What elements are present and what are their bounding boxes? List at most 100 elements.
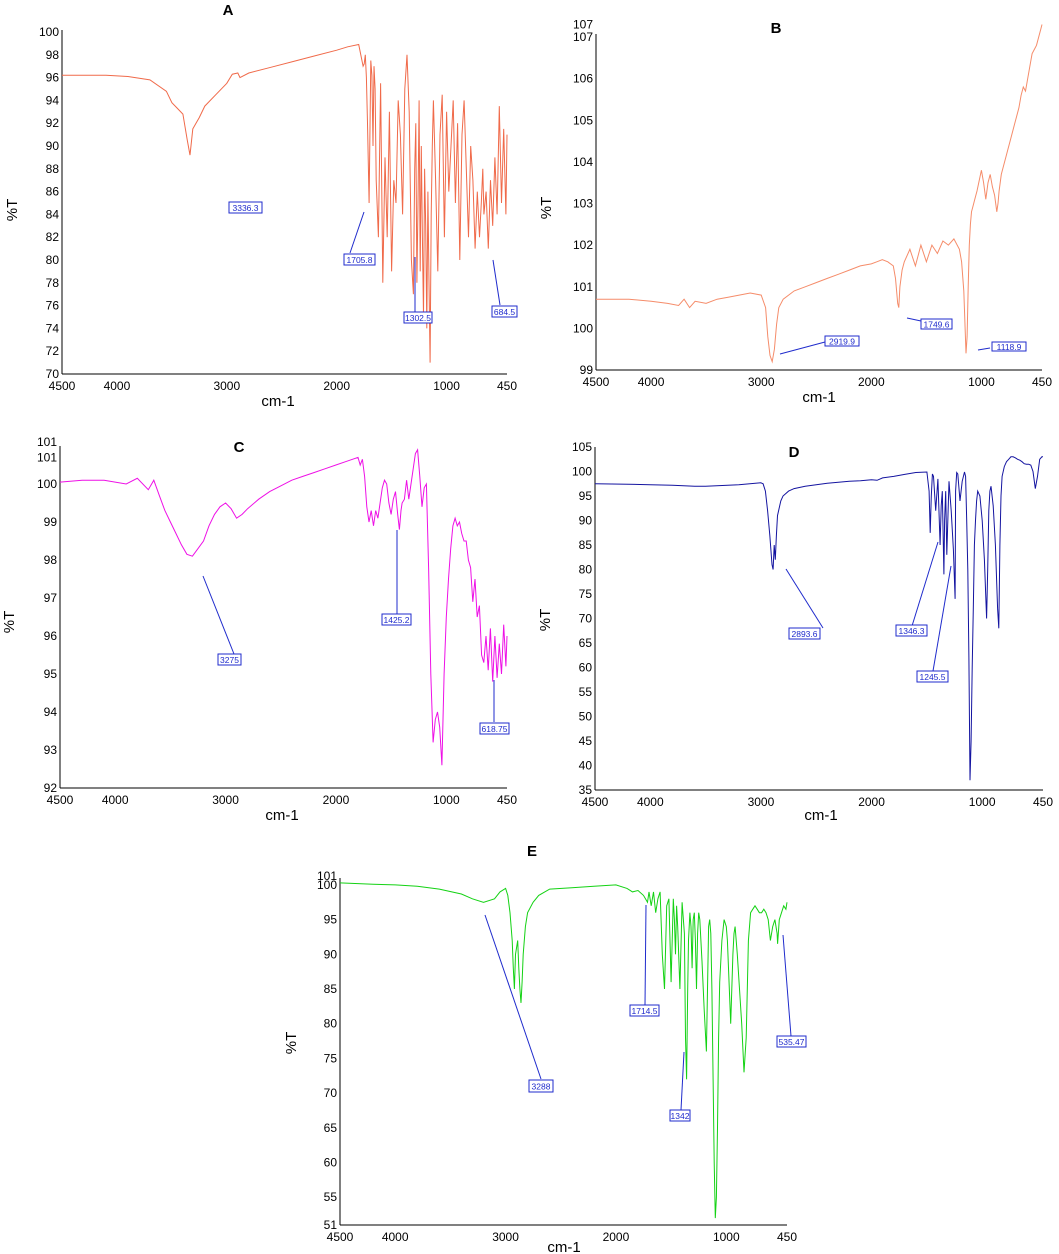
panel-a-y-tick-label: 94 [46, 93, 60, 107]
panel-e-annotation-leader [680, 1051, 685, 1111]
panel-b-y-tick-label: 99 [580, 363, 594, 377]
panel-a-y-axis-label: %T [4, 199, 21, 222]
panel-a-y-tick-label: 90 [46, 139, 60, 153]
panel-c-y-tick-label: 99 [44, 515, 58, 529]
panel-d-y-tick-label: 35 [579, 783, 593, 797]
panel-a-y-tick-label: 86 [46, 185, 60, 199]
panel-a-annotation-box [491, 305, 518, 318]
panel-b-y-tick-label: 105 [573, 113, 593, 127]
panel-e-y-tick-label: 65 [324, 1121, 338, 1135]
panel-e-annotation-box [669, 1109, 691, 1122]
panel-d-spectrum-line [594, 456, 1043, 781]
panel-c-y-tick-label: 101 [37, 450, 57, 464]
panel-b-annotation-leader [906, 317, 922, 322]
panel-c-spectrum-line [59, 448, 508, 766]
panel-e-x-tick-label: 1000 [713, 1230, 740, 1244]
panel-e-y-tick-label: 55 [324, 1190, 338, 1204]
panel-b-y-tick-label: 100 [573, 321, 593, 335]
panel-e-y-tick-label: 51 [324, 1218, 338, 1232]
panel-c-x-tick-label: 2000 [323, 793, 350, 807]
panel-b-x-tick-label: 2000 [858, 375, 885, 389]
panel-d-y-tick-label: 55 [579, 685, 593, 699]
panel-b-annotation-box [920, 318, 953, 330]
panel-c-annotation-box [381, 613, 412, 626]
panel-b-x-tick-label: 450 [1032, 375, 1052, 389]
panel-d-x-tick-labels: 4500 4000 3000 2000 1000 450 [582, 795, 1054, 809]
panel-e-annotation-1342: 1342 [671, 1111, 690, 1121]
panel-c-x-tick-label: 4000 [102, 793, 129, 807]
panel-c-y-tick-label: 100 [37, 477, 57, 491]
panel-a-y-tick-label: 98 [46, 48, 60, 62]
panel-a-x-tick-label: 2000 [323, 379, 350, 393]
panel-a-annotation-box [403, 311, 433, 324]
panel-e-x-axis-label: cm-1 [547, 1239, 580, 1254]
panel-a-y-tick-label: 96 [46, 71, 60, 85]
panel-a-x-axis-label: cm-1 [261, 393, 294, 410]
panel-a-annotation-684: 684.5 [494, 307, 516, 317]
panel-a-x-tick-label: 3000 [213, 379, 240, 393]
panel-a-x-tick-label: 1000 [433, 379, 460, 393]
panel-a-annotation-box [343, 253, 376, 266]
panel-a: A 70 72 74 76 78 80 82 84 86 88 90 92 94 96 98 100 4500… [4, 2, 518, 410]
panel-a-y-tick-label: 92 [46, 116, 60, 130]
panel-a-y-tick-label: 70 [46, 367, 60, 381]
panel-e-y-tick-label: 70 [324, 1086, 338, 1100]
panel-b-annotation-1749: 1749.6 [924, 320, 950, 330]
panel-a-y-tick-label: 74 [46, 321, 60, 335]
panel-d-y-axis-label: %T [537, 609, 554, 632]
panel-d-annotation-1346: 1346.3 [899, 626, 925, 636]
panel-a-x-tick-label: 4500 [49, 379, 76, 393]
panel-b-x-tick-labels: 4500 4000 3000 2000 1000 450 [583, 375, 1053, 389]
panel-b-y-tick-label: 106 [573, 72, 593, 86]
panel-d-annotation-leader [932, 565, 952, 672]
panel-a-annotation-3336: 3336.3 [233, 203, 259, 213]
panel-c-y-tick-label: 101 [37, 435, 57, 449]
panel-b-y-tick-label: 101 [573, 280, 593, 294]
panel-d-y-tick-label: 70 [579, 612, 593, 626]
panel-a-x-tick-label: 4000 [104, 379, 131, 393]
panel-b-spectrum-line [596, 24, 1043, 364]
panel-b-title: B [771, 20, 782, 37]
panel-b-x-tick-label: 1000 [968, 375, 995, 389]
panel-b-y-tick-label: 104 [573, 155, 593, 169]
panel-d-y-tick-label: 95 [579, 489, 593, 503]
panel-d-x-tick-label: 4500 [582, 795, 609, 809]
panel-e-x-tick-labels: 4500 4000 3000 2000 1000 450 [327, 1230, 798, 1244]
panel-e-annotation-leader [782, 934, 792, 1037]
panel-c-y-tick-label: 96 [44, 629, 58, 643]
panel-d-y-tick-label: 75 [579, 587, 593, 601]
panel-d-x-tick-label: 4000 [637, 795, 664, 809]
panel-a-spectrum-line [62, 43, 508, 363]
panel-c-y-tick-label: 95 [44, 667, 58, 681]
panel-b-x-tick-label: 4500 [583, 375, 610, 389]
panel-d-y-tick-labels: 35 40 45 50 55 60 65 70 75 80 85 90 95 100 105 [572, 440, 592, 797]
panel-c-y-tick-label: 94 [44, 705, 58, 719]
panel-b-y-axis-label: %T [538, 197, 555, 220]
panel-d-y-tick-label: 65 [579, 636, 593, 650]
panel-d-annotation-leader [911, 541, 939, 627]
panel-e-x-tick-label: 4500 [327, 1230, 354, 1244]
panel-a-annotation-1302: 1302.5 [405, 313, 431, 323]
panel-a-y-tick-label: 88 [46, 162, 60, 176]
panel-d-x-tick-label: 1000 [969, 795, 996, 809]
panel-b-x-tick-label: 3000 [748, 375, 775, 389]
panel-e-y-tick-label: 85 [324, 982, 338, 996]
panel-d-x-axis-label: cm-1 [804, 807, 837, 824]
panel-c-y-tick-label: 97 [44, 591, 58, 605]
panel-e-y-tick-label: 90 [324, 947, 338, 961]
panel-e-x-tick-label: 4000 [382, 1230, 409, 1244]
panel-b-y-tick-label: 107 [573, 18, 593, 32]
panel-a-annotation-leader [349, 211, 365, 254]
panel-c-y-tick-label: 92 [44, 781, 58, 795]
panel-d-x-tick-label: 2000 [858, 795, 885, 809]
panel-a-y-tick-label: 84 [46, 207, 60, 221]
panel-e-annotation-box [629, 1004, 660, 1017]
panel-e-annotation-leader [484, 914, 542, 1080]
panel-b-annotation-box [824, 335, 860, 347]
